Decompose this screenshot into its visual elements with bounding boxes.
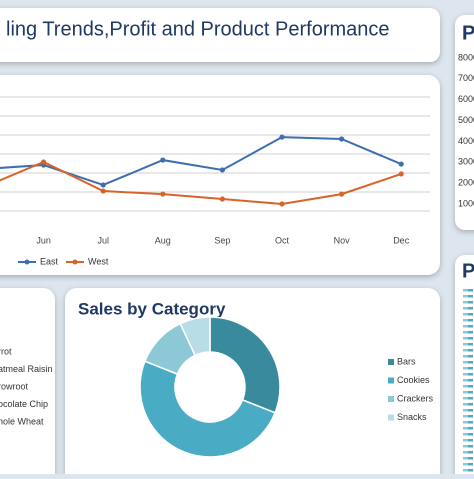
legend-swatch [388,396,394,402]
point [398,161,404,167]
x-tick-label: Aug [155,235,171,245]
x-tick-label: Sep [214,235,230,245]
donut-title: Sales by Category [78,299,226,318]
y-tick-label: 2000 [458,178,474,188]
product-name: atmeal Raisin [0,364,53,374]
x-tick-label: Nov [334,235,351,245]
y-tick-label: 5000 [458,115,474,125]
donut-slice [179,316,211,357]
series-line [0,136,402,187]
legend-label: Cookies [397,375,430,385]
y-tick-label: 4000 [458,136,474,146]
series-line [0,160,402,205]
dashboard-title: ling Trends,Profit and Product Performan… [6,18,390,40]
donut-slice [139,360,277,458]
legend-marker [72,259,78,265]
product-name: ocolate Chip [0,399,48,409]
point [339,191,345,197]
x-tick-label: Jul [97,235,109,245]
title-card [0,8,440,62]
x-tick-label: Oct [275,235,290,245]
x-tick-label: Jun [36,235,51,245]
legend-swatch [388,377,394,384]
line-plot [0,96,430,212]
legend-label: Snacks [397,412,427,422]
donut-slice [209,316,281,414]
point [219,196,225,202]
y-tick-label: 1000 [458,198,474,208]
y-tick-label: 8000 [458,52,474,62]
product-name: rowroot [0,381,29,391]
y-tick-label: 6000 [458,94,474,104]
point [100,182,106,188]
line-card [0,75,440,275]
point [100,188,106,194]
legend-marker [24,259,30,265]
legend-swatch [388,359,394,365]
product-card [0,288,55,479]
profit-card [455,15,474,230]
x-tick-label: Dec [393,235,410,245]
product-name: hole Wheat [0,416,44,426]
point [339,136,345,142]
y-tick-label: 7000 [458,73,474,83]
point [279,201,285,207]
y-tick-label: 3000 [458,157,474,167]
product-name: rrot [0,346,12,356]
point [398,171,404,177]
point [219,167,225,173]
point [41,159,47,165]
performance-title: P [462,260,474,282]
legend-label: Crackers [397,393,434,403]
point [160,191,166,197]
legend-label: East [40,256,59,266]
point [279,134,285,140]
profit-title: P [462,22,474,44]
performance-bars [463,286,474,474]
legend-label: Bars [397,356,416,366]
legend-label: West [88,256,109,266]
point [160,157,166,163]
legend-swatch [388,414,394,421]
